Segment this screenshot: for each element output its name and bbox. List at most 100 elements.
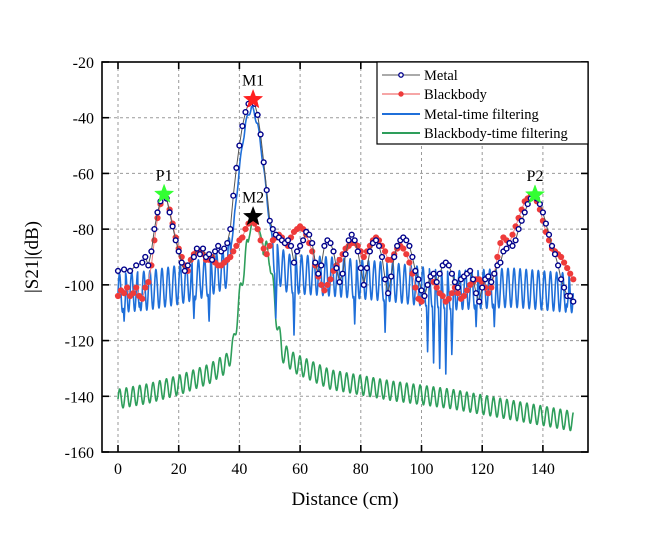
y-tick-label: -40 — [73, 111, 94, 128]
data-point-metal — [199, 245, 207, 252]
legend-label-metal: Metal — [424, 68, 458, 84]
data-point-metal — [548, 242, 556, 250]
y-tick-label: -140 — [65, 389, 94, 406]
y-tick-label: -80 — [73, 222, 94, 239]
data-point-metal — [336, 279, 343, 286]
data-point-blackbody — [494, 253, 501, 261]
legend: Metal Blackbody Metal-time filtering Bla… — [376, 61, 589, 145]
data-point-blackbody — [418, 298, 425, 305]
x-tick-label: 100 — [410, 461, 434, 478]
data-point-metal — [497, 259, 504, 266]
data-point-metal — [433, 279, 440, 286]
data-point-metal — [190, 253, 198, 261]
data-point-metal — [330, 248, 337, 255]
data-point-blackbody — [454, 290, 462, 297]
data-point-metal — [570, 298, 577, 305]
data-point-metal — [339, 270, 346, 277]
data-point-blackbody — [324, 281, 331, 289]
plot-frame — [101, 61, 589, 453]
data-point-blackbody — [439, 292, 446, 300]
data-point-metal — [451, 279, 459, 286]
data-point-metal — [348, 231, 355, 238]
data-point-blackbody — [460, 292, 468, 300]
data-point-metal — [154, 209, 161, 216]
data-point-metal — [266, 217, 273, 224]
data-point-blackbody — [318, 281, 325, 289]
data-point-blackbody — [488, 284, 495, 291]
data-point-metal — [473, 290, 480, 297]
x-tick-label: 80 — [353, 461, 369, 478]
data-point-metal — [127, 267, 134, 275]
data-point-metal — [436, 270, 443, 277]
data-point-blackbody — [557, 253, 565, 261]
data-point-blackbody — [406, 259, 413, 266]
data-point-metal — [521, 209, 528, 216]
legend-label-blackbody-time: Blackbody-time filtering — [424, 126, 568, 142]
data-point-metal — [148, 248, 155, 255]
data-point-blackbody — [360, 253, 367, 261]
series-line-metal-time-filtering — [117, 105, 574, 375]
data-point-metal — [260, 159, 267, 166]
data-point-metal — [178, 259, 185, 266]
star-marker-p1 — [153, 183, 175, 203]
data-point-metal — [287, 242, 295, 250]
data-point-metal — [309, 240, 316, 247]
data-point-metal — [467, 267, 474, 275]
data-point-blackbody — [263, 251, 270, 258]
data-point-blackbody — [233, 242, 240, 250]
y-tick-label: -60 — [73, 166, 94, 183]
data-point-metal — [382, 276, 389, 283]
data-point-metal — [315, 270, 322, 277]
data-point-metal — [488, 279, 495, 286]
data-point-blackbody — [130, 290, 137, 297]
x-tick-label: 0 — [114, 461, 122, 478]
y-tick-label: -20 — [73, 55, 94, 72]
data-point-metal — [209, 256, 216, 263]
data-point-metal — [363, 265, 371, 272]
data-point-metal — [360, 281, 367, 289]
data-point-blackbody — [336, 256, 343, 263]
data-point-metal — [114, 267, 122, 275]
data-point-metal — [418, 287, 425, 294]
data-point-blackbody — [485, 290, 492, 297]
data-point-metal — [139, 259, 146, 266]
data-point-metal — [388, 273, 395, 280]
x-tick-label: 60 — [292, 461, 308, 478]
data-point-metal — [181, 267, 188, 275]
data-point-metal — [454, 284, 462, 291]
data-point-metal — [196, 251, 204, 258]
annotation-label-p2: P2 — [527, 168, 544, 185]
data-point-metal — [351, 237, 358, 244]
data-point-blackbody — [463, 287, 471, 294]
data-point-metal — [424, 281, 431, 289]
data-point-metal — [479, 284, 486, 291]
legend-item-blackbody-time: Blackbody-time filtering — [382, 126, 568, 142]
data-point-metal — [512, 237, 519, 244]
data-point-metal — [366, 248, 374, 255]
legend-label-blackbody: Blackbody — [424, 87, 488, 103]
data-point-metal — [215, 242, 222, 250]
legend-item-metal: Metal — [382, 68, 458, 84]
data-point-metal — [542, 220, 550, 227]
x-tick-label: 40 — [231, 461, 247, 478]
data-point-metal — [476, 298, 483, 305]
data-point-blackbody — [257, 237, 264, 244]
data-point-metal — [375, 242, 383, 250]
data-point-metal — [193, 245, 201, 252]
x-tick-label: 140 — [531, 461, 555, 478]
series-layer — [114, 97, 577, 432]
data-point-metal — [284, 237, 292, 244]
data-point-blackbody — [139, 295, 146, 302]
data-point-metal — [567, 292, 574, 300]
data-point-blackbody — [227, 253, 234, 261]
data-point-metal — [372, 237, 380, 244]
data-point-blackbody — [567, 270, 574, 277]
data-point-metal — [421, 292, 428, 300]
data-point-metal — [145, 262, 152, 269]
data-point-metal — [142, 253, 149, 261]
data-point-metal — [406, 242, 413, 250]
star-marker-p2 — [524, 184, 546, 204]
data-point-metal — [184, 262, 191, 269]
data-point-blackbody — [433, 284, 440, 291]
data-point-blackbody — [123, 284, 131, 291]
